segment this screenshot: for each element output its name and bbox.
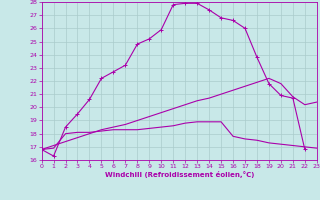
X-axis label: Windchill (Refroidissement éolien,°C): Windchill (Refroidissement éolien,°C) xyxy=(105,171,254,178)
